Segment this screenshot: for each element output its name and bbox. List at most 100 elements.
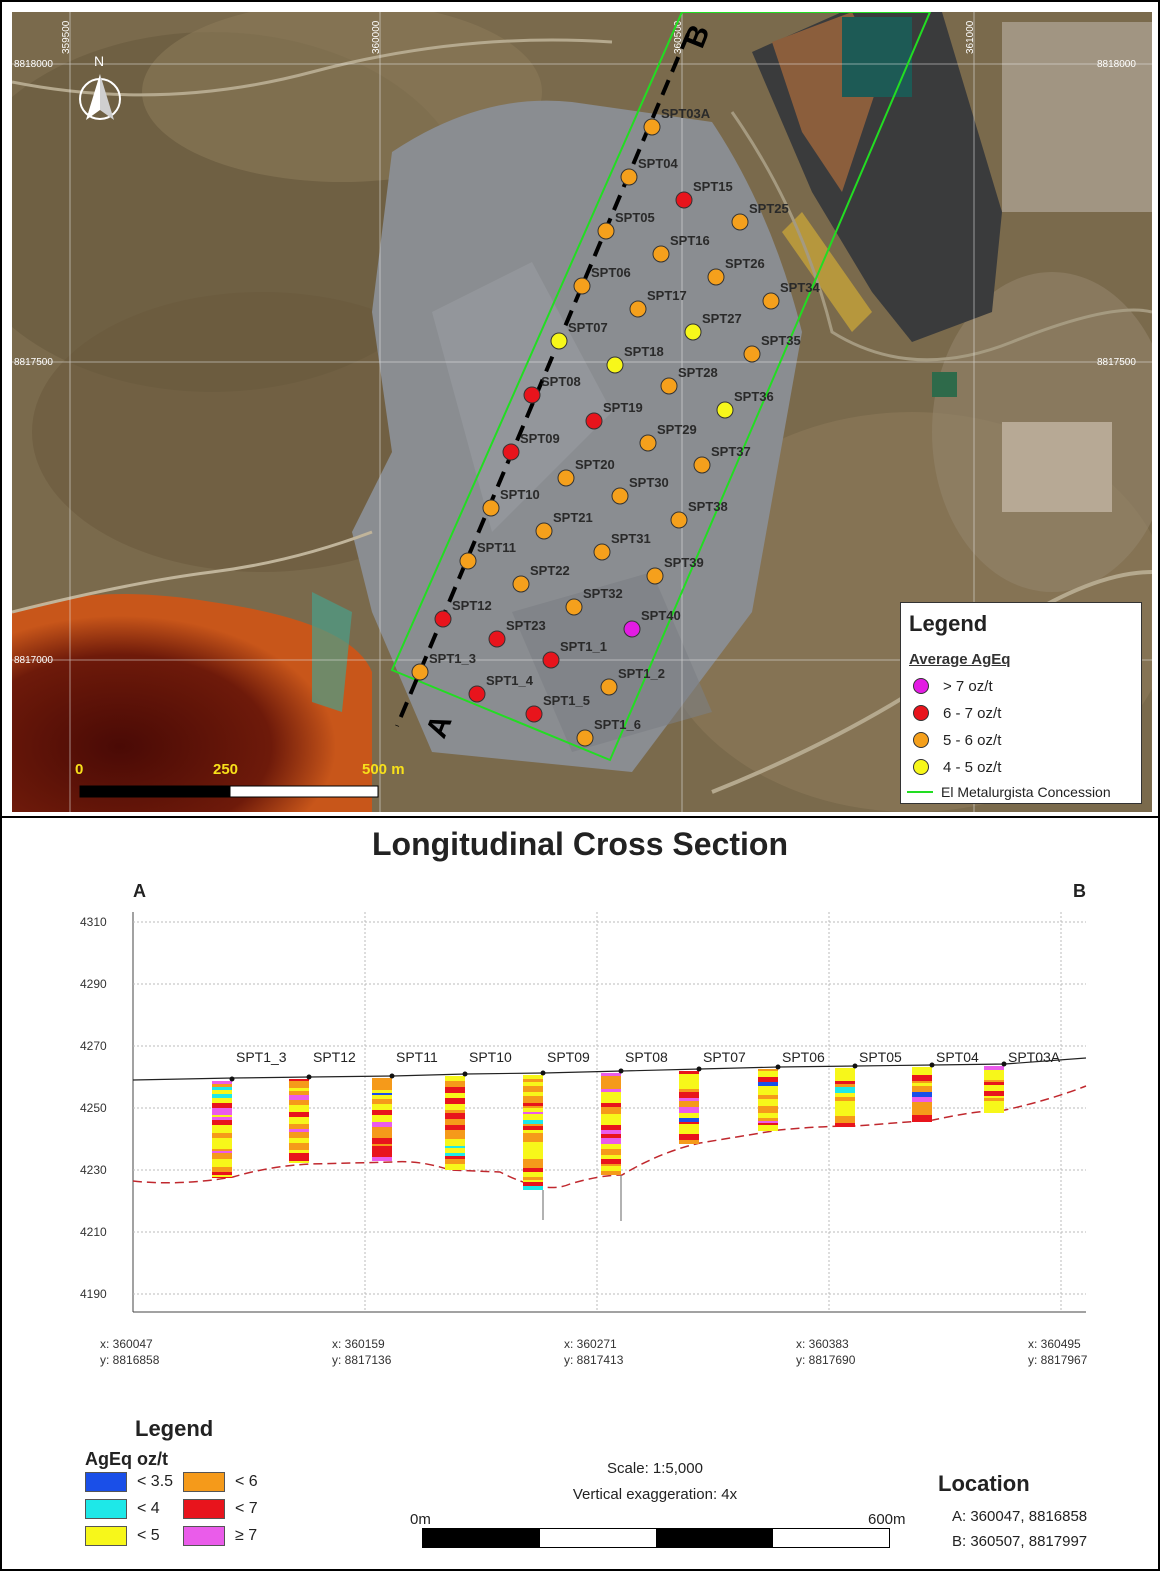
grade-interval — [289, 1124, 309, 1129]
legend-item-4-5: 4 - 5 oz/t — [913, 756, 1001, 778]
sample-label-spt06: SPT06 — [591, 265, 631, 280]
grade-interval — [212, 1125, 232, 1128]
legend-label: El Metalurgista Concession — [941, 784, 1111, 800]
grade-interval — [372, 1152, 392, 1157]
grade-interval — [601, 1138, 621, 1144]
legend-item-6-7: 6 - 7 oz/t — [913, 702, 1001, 724]
location-title: Location — [938, 1471, 1030, 1496]
sample-label-spt1_6: SPT1_6 — [594, 717, 641, 732]
satellite-map: 359500 360000 360500 361000 8818000 8817… — [12, 12, 1152, 812]
grade-interval — [372, 1146, 392, 1152]
sample-point-spt05 — [597, 222, 615, 240]
grade-interval — [372, 1132, 392, 1138]
grade-interval — [523, 1182, 543, 1186]
grade-interval — [445, 1113, 465, 1119]
grade-interval — [212, 1167, 232, 1172]
sample-label-spt11: SPT11 — [477, 540, 516, 555]
grade-interval — [445, 1142, 465, 1146]
sample-point-spt32 — [565, 598, 583, 616]
grade-interval — [984, 1109, 1004, 1113]
sample-label-spt04: SPT04 — [638, 156, 679, 171]
grade-interval — [445, 1089, 465, 1093]
grid-label-x1: 359500 — [61, 20, 72, 54]
grade-interval — [289, 1112, 309, 1117]
grade-interval — [289, 1147, 309, 1150]
grade-interval — [445, 1098, 465, 1104]
grade-interval — [835, 1074, 855, 1076]
sample-label-spt15: SPT15 — [693, 179, 733, 194]
sample-points: SPT03A SPT04 SPT05 SPT06 SPT07 SPT08 SPT09 SPT1… — [411, 106, 821, 747]
grade-interval — [601, 1171, 621, 1175]
grade-interval — [289, 1095, 309, 1100]
grade-interval — [523, 1101, 543, 1103]
grade-interval — [835, 1076, 855, 1081]
grade-interval — [289, 1121, 309, 1124]
grade-interval — [212, 1142, 232, 1146]
grade-interval — [835, 1097, 855, 1101]
grade-interval — [679, 1092, 699, 1098]
grade-interval — [758, 1077, 778, 1082]
grade-interval — [445, 1156, 465, 1159]
section-legend-title: Legend — [135, 1416, 214, 1441]
sample-label-spt19: SPT19 — [603, 400, 643, 415]
x-tick-2-x: x: 360159 — [332, 1337, 385, 1351]
grade-interval — [912, 1075, 932, 1081]
grade-interval — [372, 1104, 392, 1110]
collar-marker — [462, 1071, 468, 1077]
grade-interval — [912, 1092, 932, 1097]
grade-interval — [758, 1069, 778, 1071]
grade-interval — [601, 1144, 621, 1149]
grade-interval — [372, 1093, 392, 1095]
collar-marker — [929, 1062, 935, 1068]
grade-interval — [212, 1117, 232, 1120]
grade-interval — [984, 1080, 1004, 1082]
grade-interval — [601, 1134, 621, 1138]
grade-interval — [212, 1098, 232, 1103]
red-swatch-icon — [183, 1499, 225, 1519]
sample-label-spt03a: SPT03A — [661, 106, 711, 121]
sample-point-spt35 — [743, 345, 761, 363]
grade-interval — [835, 1093, 855, 1097]
grade-interval — [523, 1168, 543, 1172]
well-label-spt05: SPT05 — [859, 1049, 902, 1065]
grade-interval — [758, 1109, 778, 1113]
grade-interval — [835, 1123, 855, 1127]
grade-interval — [835, 1116, 855, 1119]
legend-item-gt7: > 7 oz/t — [913, 675, 993, 697]
grade-interval — [835, 1111, 855, 1116]
scale-bar-start: 0m — [410, 1511, 431, 1528]
grade-interval — [212, 1128, 232, 1133]
grade-interval — [212, 1133, 232, 1138]
sample-label-spt09: SPT09 — [520, 431, 560, 446]
well-label-spt08: SPT08 — [625, 1049, 668, 1065]
scale-ratio: Scale: 1:5,000 — [607, 1460, 703, 1477]
grade-interval — [758, 1095, 778, 1099]
grade-interval — [601, 1097, 621, 1099]
grade-interval — [835, 1105, 855, 1111]
x-tick-5-y: y: 8817967 — [1028, 1353, 1088, 1367]
grade-interval — [912, 1106, 932, 1109]
drill-columns: SPT1_3 SPT12 SPT11 SPT10 SPT09 SPT08 SPT07 SPT0… — [212, 1049, 1061, 1221]
grade-interval — [601, 1159, 621, 1164]
collar-marker — [1001, 1061, 1007, 1067]
blue-swatch-icon — [85, 1472, 127, 1492]
grade-interval — [212, 1103, 232, 1108]
well-label-spt03a: SPT03A — [1008, 1049, 1061, 1065]
x-tick-4-y: y: 8817690 — [796, 1353, 856, 1367]
y-tick-4230: 4230 — [80, 1163, 107, 1177]
legend-item-gte7: ≥ 7 — [183, 1526, 257, 1546]
grade-interval — [445, 1125, 465, 1128]
grade-interval — [835, 1068, 855, 1074]
town-area — [1002, 22, 1152, 212]
grade-interval — [912, 1097, 932, 1102]
red-dot-icon — [913, 705, 929, 721]
grade-interval — [984, 1101, 1004, 1107]
grade-interval — [372, 1078, 392, 1084]
grade-interval — [212, 1172, 232, 1175]
collar-marker — [775, 1064, 781, 1070]
grade-interval — [523, 1139, 543, 1142]
well-label-spt04: SPT04 — [936, 1049, 979, 1065]
grade-interval — [289, 1108, 309, 1112]
grade-interval — [523, 1120, 543, 1124]
grade-interval — [679, 1130, 699, 1134]
